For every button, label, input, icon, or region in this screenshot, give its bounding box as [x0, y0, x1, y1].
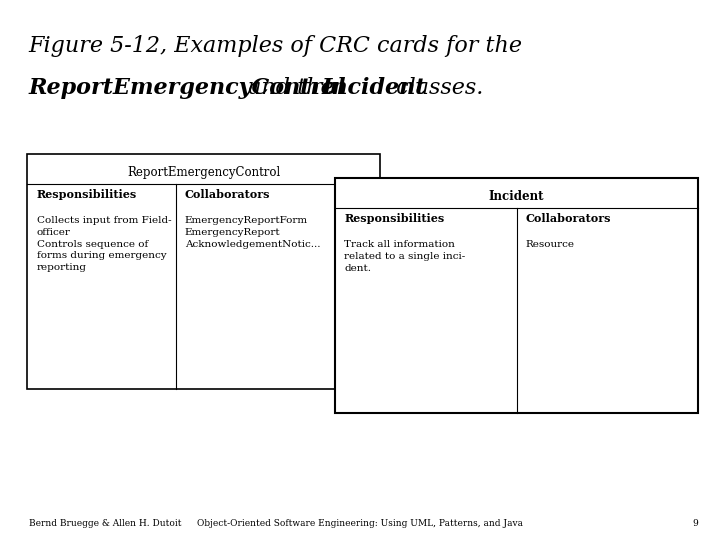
Text: Figure 5-12, Examples of CRC cards for the: Figure 5-12, Examples of CRC cards for t… [29, 35, 523, 57]
Text: ReportEmergencyControl: ReportEmergencyControl [127, 166, 280, 179]
Text: Resource: Resource [526, 240, 575, 249]
FancyBboxPatch shape [335, 178, 698, 413]
Text: classes.: classes. [389, 77, 483, 99]
Text: Track all information
related to a single inci-
dent.: Track all information related to a singl… [344, 240, 465, 273]
FancyBboxPatch shape [27, 154, 380, 389]
Text: Responsibilities: Responsibilities [344, 213, 444, 224]
Text: Collaborators: Collaborators [526, 213, 611, 224]
Text: Incident: Incident [489, 190, 544, 203]
Text: Collaborators: Collaborators [185, 189, 271, 200]
Text: Bernd Bruegge & Allen H. Dutoit: Bernd Bruegge & Allen H. Dutoit [29, 519, 181, 528]
Text: and the: and the [241, 77, 348, 99]
Text: 9: 9 [693, 519, 698, 528]
Text: EmergencyReportForm
EmergencyReport
AcknowledgementNotic...: EmergencyReportForm EmergencyReport Ackn… [185, 216, 320, 248]
Text: ReportEmergencyControl: ReportEmergencyControl [29, 77, 346, 99]
Text: Object-Oriented Software Engineering: Using UML, Patterns, and Java: Object-Oriented Software Engineering: Us… [197, 519, 523, 528]
Text: Responsibilities: Responsibilities [37, 189, 137, 200]
Text: Incident: Incident [322, 77, 426, 99]
Text: Collects input from Field-
officer
Controls sequence of
forms during emergency
r: Collects input from Field- officer Contr… [37, 216, 171, 272]
